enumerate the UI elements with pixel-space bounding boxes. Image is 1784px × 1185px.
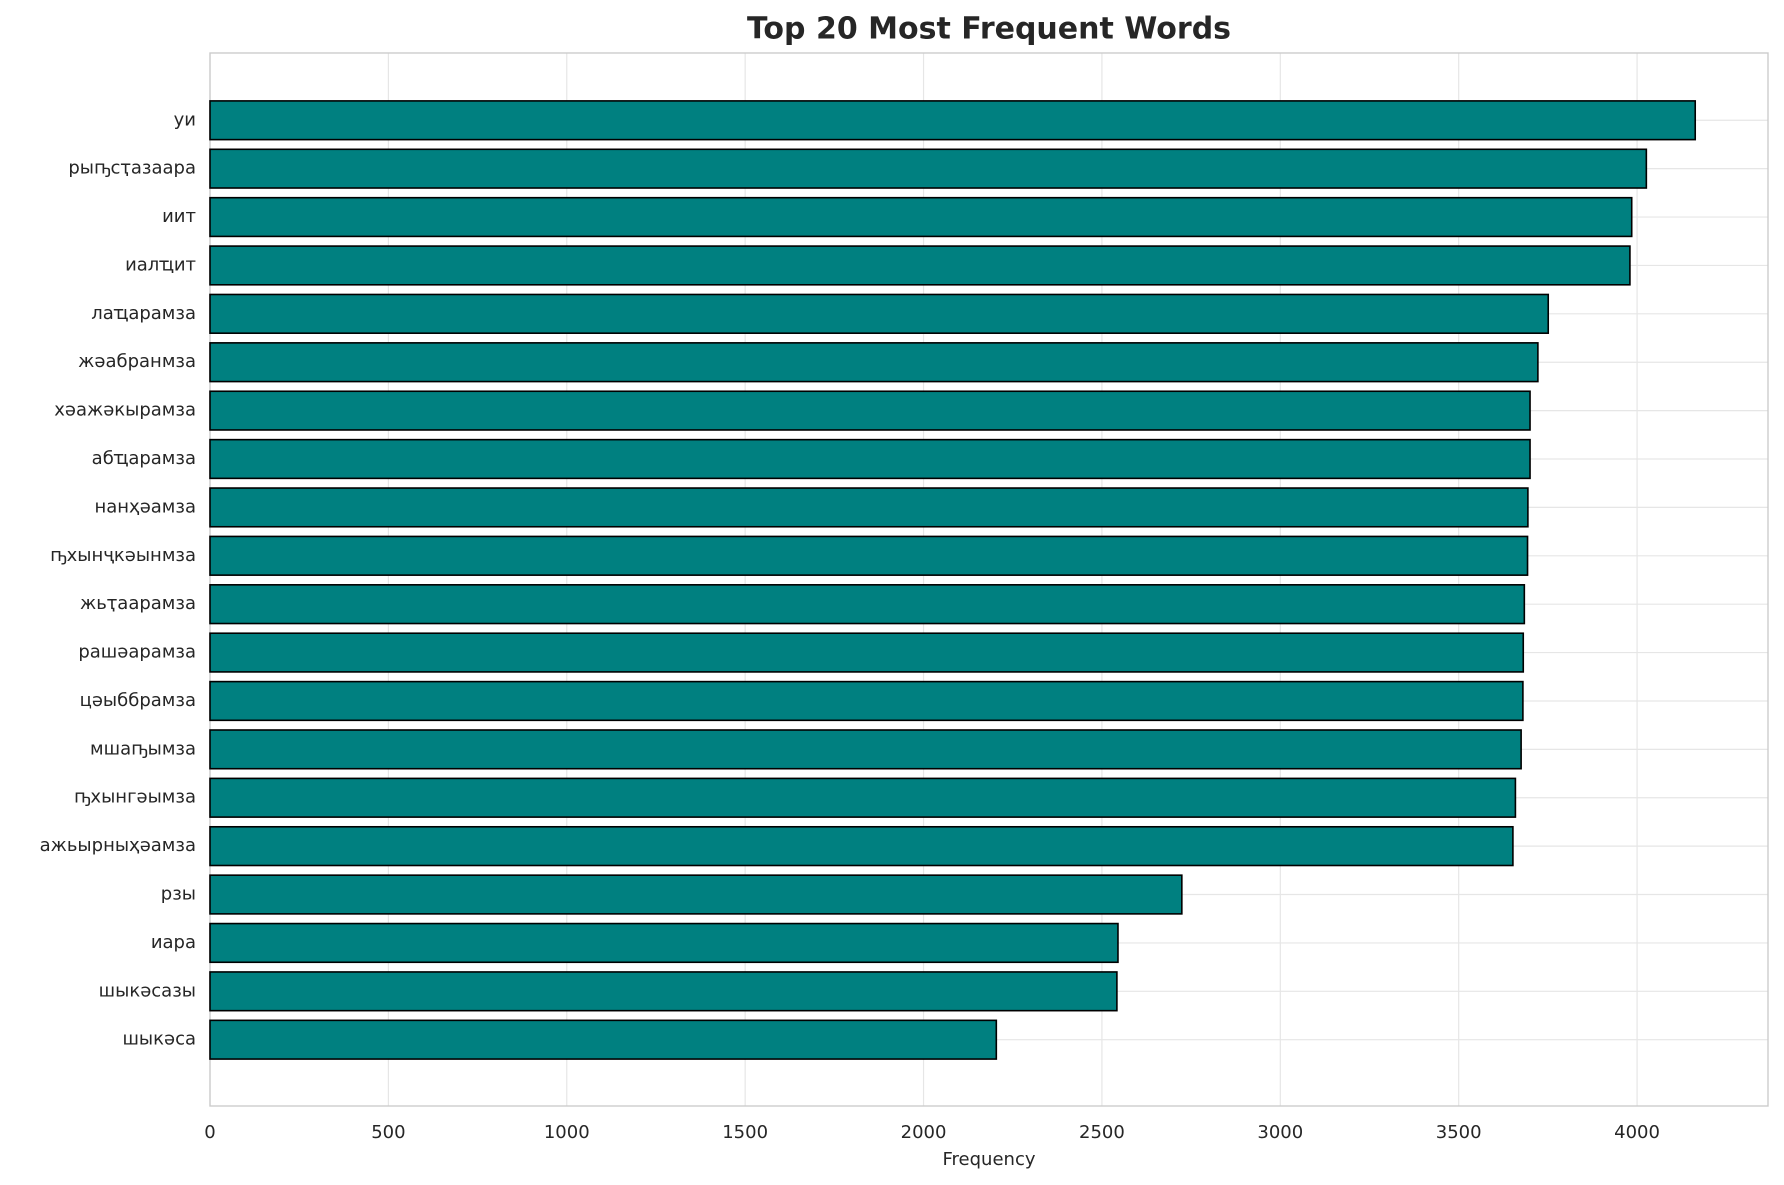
bar <box>209 971 1118 1012</box>
bar <box>209 825 1514 867</box>
x-tick-label: 4000 <box>1614 1122 1660 1143</box>
plot-frame <box>209 52 1769 1107</box>
y-tick-label: абҵарамза <box>92 448 196 469</box>
x-tick-label: 2500 <box>1079 1122 1125 1143</box>
y-tick-label: рашәарамза <box>78 642 196 663</box>
x-tick-label: 3000 <box>1257 1122 1303 1143</box>
chart-title: Top 20 Most Frequent Words <box>747 12 1231 47</box>
y-tick-label: уи <box>174 109 196 130</box>
bar <box>209 293 1550 334</box>
bar <box>209 535 1529 576</box>
y-tick-label: хәажәкырамза <box>54 400 196 421</box>
y-tick-label: лаҵарамза <box>91 303 196 324</box>
x-tick-label: 3500 <box>1436 1122 1482 1143</box>
y-tick-label: шыкәсазы <box>99 980 196 1001</box>
x-tick-label: 500 <box>371 1122 405 1143</box>
bar <box>209 100 1697 141</box>
bar <box>209 148 1648 189</box>
bar <box>209 922 1119 964</box>
x-axis-label: Frequency <box>943 1149 1036 1170</box>
bar <box>209 390 1531 431</box>
bar <box>209 584 1526 625</box>
y-tick-label: жәабранмза <box>78 351 196 372</box>
bar <box>209 245 1631 286</box>
y-tick-label: мшаҧымза <box>90 738 196 759</box>
y-tick-label: иалҵит <box>125 254 196 275</box>
x-tick-label: 1500 <box>722 1122 768 1143</box>
y-tick-label: ажьырныҳәамза <box>40 835 196 856</box>
y-tick-label: рзы <box>161 884 196 905</box>
bar <box>209 196 1633 238</box>
y-tick-label: жьҭаарамза <box>80 593 196 614</box>
bar <box>209 438 1531 480</box>
bar <box>209 874 1183 915</box>
bar <box>209 342 1539 383</box>
bar <box>209 632 1525 673</box>
y-tick-label: рыҧсҭазаара <box>68 158 196 179</box>
y-tick-label: цәыббрамза <box>80 690 196 711</box>
y-tick-label: ҧхынҷкәынмза <box>50 545 196 566</box>
x-tick-label: 1000 <box>544 1122 590 1143</box>
y-tick-label: иара <box>151 932 196 953</box>
y-tick-label: нанҳәамза <box>94 496 196 517</box>
bar <box>209 729 1522 770</box>
bar <box>209 1019 998 1060</box>
y-tick-label: шыкәса <box>122 1029 196 1050</box>
x-tick-label: 2000 <box>901 1122 947 1143</box>
bar <box>209 777 1517 818</box>
bar <box>209 680 1524 722</box>
x-tick-label: 0 <box>204 1122 215 1143</box>
bar <box>209 487 1529 528</box>
y-tick-label: иит <box>162 206 196 227</box>
y-tick-label: ҧхынгәымза <box>74 787 196 808</box>
